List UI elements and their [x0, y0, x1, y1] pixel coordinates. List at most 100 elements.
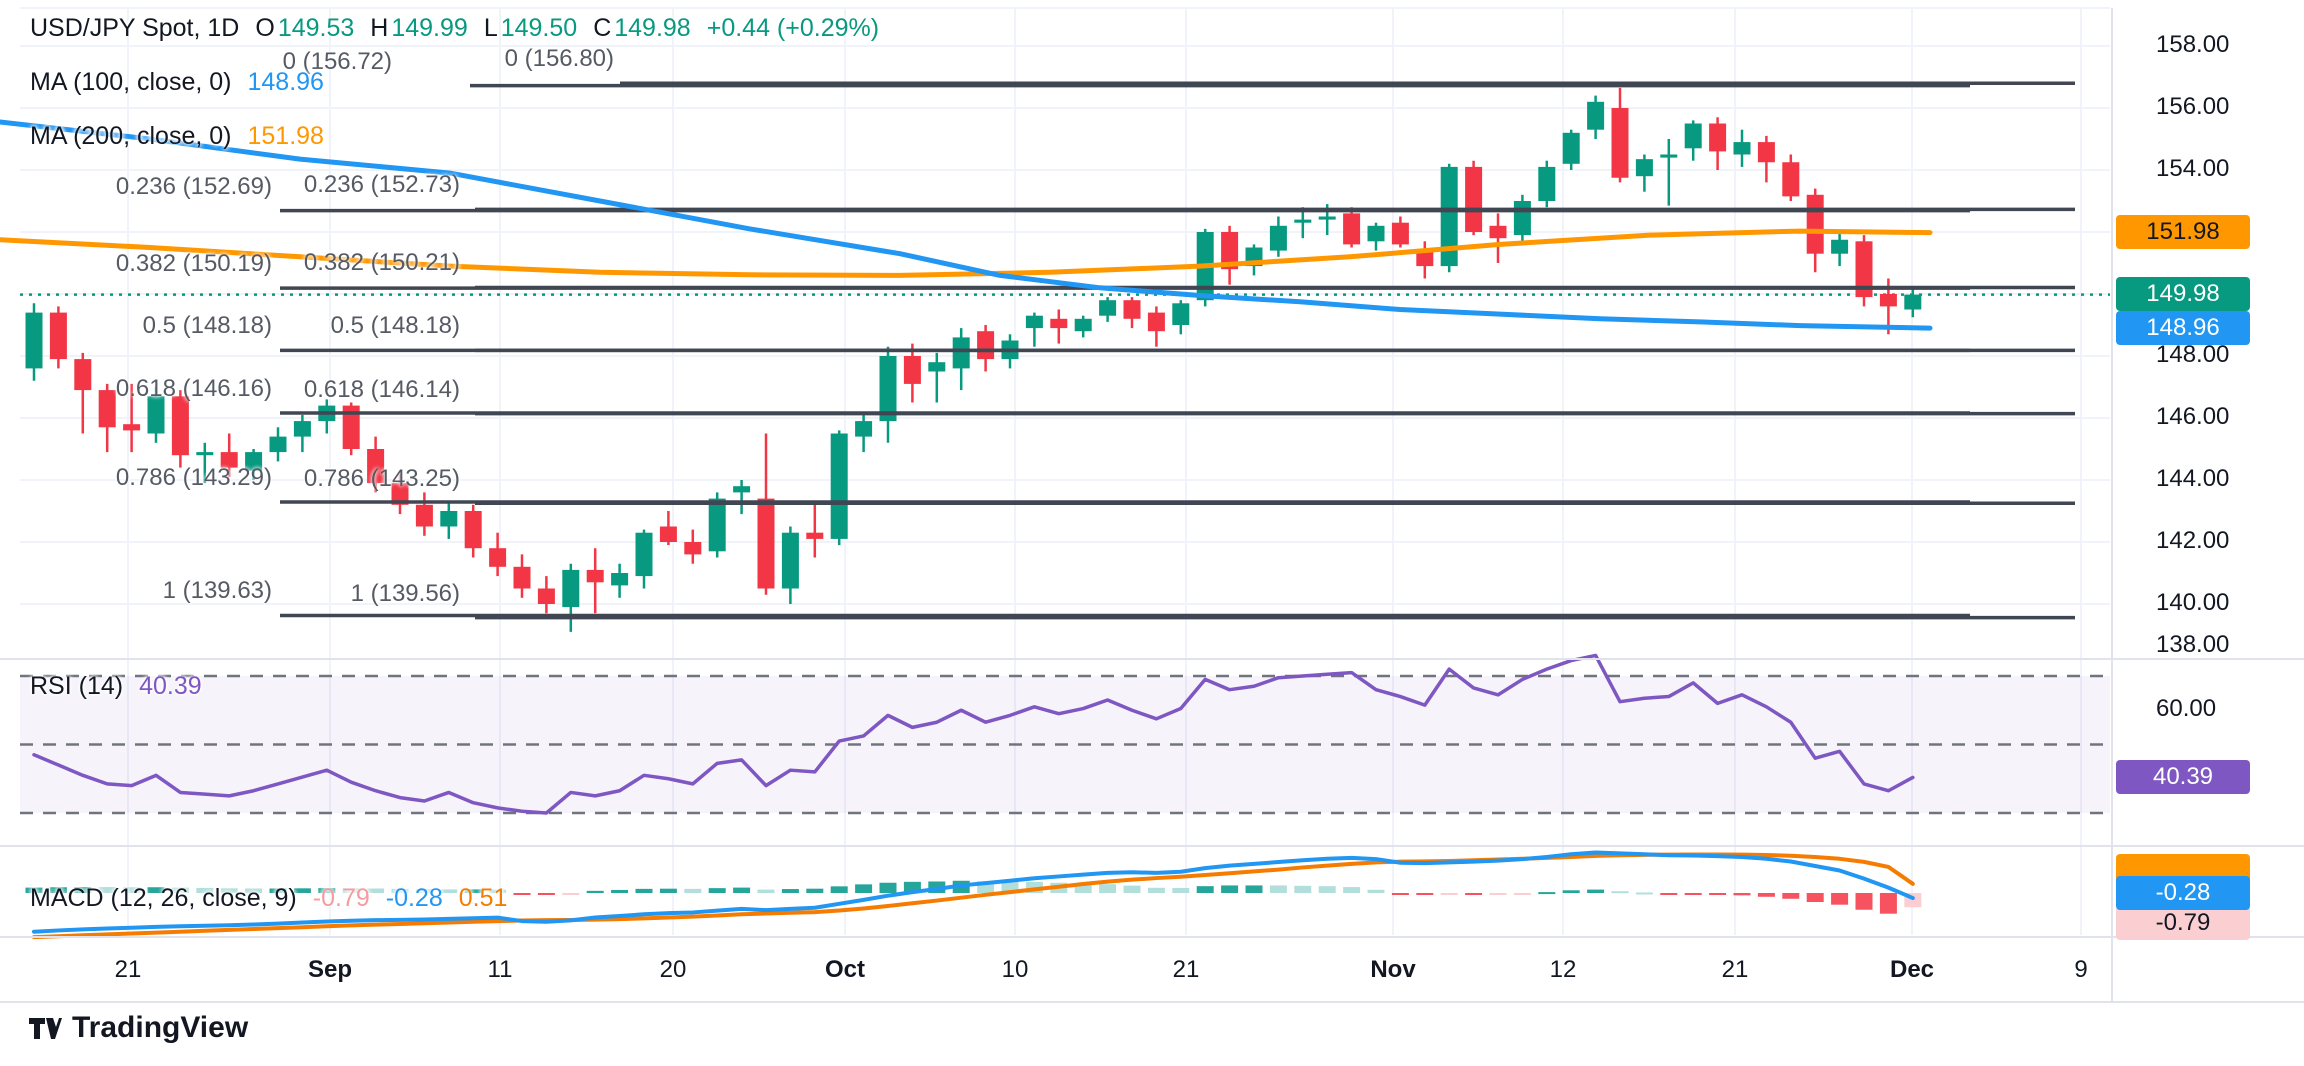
last-price-badge: 149.98 — [2116, 277, 2250, 311]
candle-down — [1050, 318, 1068, 329]
macd-histogram-bar — [293, 888, 311, 893]
macd-histogram-bar — [1391, 893, 1409, 895]
candle-down — [489, 548, 507, 567]
rsi-value-badge: 40.39 — [2116, 760, 2250, 794]
candle-up — [733, 486, 751, 493]
rsi-legend[interactable]: RSI (14) 40.39 — [30, 672, 202, 700]
time-axis-tick[interactable]: 21 — [1172, 956, 1200, 983]
candle-down — [1221, 232, 1239, 270]
macd-histogram-bar — [1245, 885, 1263, 893]
price-scale-tick[interactable]: 144.00 — [2156, 465, 2230, 492]
fib-level-label: 0.236 (152.69) — [115, 172, 272, 200]
candle-down — [684, 542, 702, 555]
price-scale-tick[interactable]: 142.00 — [2156, 527, 2230, 554]
candle-down — [903, 356, 921, 384]
price-scale-tick[interactable]: 156.00 — [2156, 93, 2230, 120]
candle-up — [245, 452, 263, 471]
macd-histogram-bar — [440, 889, 458, 893]
macd-histogram-bar — [879, 882, 897, 893]
macd-histogram-bar — [1831, 893, 1849, 905]
time-axis-tick[interactable]: Nov — [1370, 956, 1416, 983]
macd-histogram-bar — [1367, 889, 1385, 893]
ohlc-open: O 149.53 — [255, 14, 355, 42]
candle-down — [1782, 162, 1800, 197]
macd-histogram-bar — [1684, 893, 1702, 895]
macd-histogram-bar — [1001, 881, 1019, 893]
candle-up — [269, 436, 287, 453]
fib-level-label: 0.786 (143.29) — [115, 464, 272, 491]
candle-down — [513, 566, 531, 589]
tradingview-brand[interactable]: TradingView — [26, 1010, 248, 1046]
time-axis-tick[interactable]: 12 — [1549, 956, 1577, 983]
price-scale-tick[interactable]: 140.00 — [2156, 589, 2230, 616]
time-axis-tick[interactable]: 21 — [114, 956, 142, 983]
fib-level-label: 0.382 (150.19) — [115, 250, 272, 278]
time-axis-tick[interactable]: Dec — [1889, 956, 1935, 983]
candle-down — [415, 504, 433, 527]
symbol-title[interactable]: USD/JPY Spot, 1D — [30, 14, 240, 42]
time-axis-tick[interactable]: Oct — [824, 956, 866, 983]
macd-hist-value: -0.79 — [312, 884, 370, 912]
macd-histogram-bar — [1513, 893, 1531, 895]
symbol-legend[interactable]: USD/JPY Spot, 1D O 149.53 H 149.99 L 149… — [30, 14, 879, 43]
macd-signal-value: 0.51 — [458, 884, 508, 912]
ma100-legend[interactable]: MA (100, close, 0) 148.96 — [30, 68, 324, 96]
macd-histogram-bar — [74, 887, 92, 893]
candle-down — [806, 532, 824, 539]
price-scale-tick[interactable]: 138.00 — [2156, 631, 2230, 658]
candle-down — [171, 396, 189, 456]
ma200-legend[interactable]: MA (200, close, 0) 151.98 — [30, 122, 324, 150]
macd-histogram-bar — [708, 888, 726, 893]
candle-up — [1025, 315, 1043, 329]
candle-down — [1147, 312, 1165, 332]
candle-up — [1562, 132, 1580, 164]
price-scale-tick[interactable]: 148.00 — [2156, 341, 2230, 368]
candle-up — [1587, 101, 1605, 130]
macd-histogram-bar — [1147, 887, 1165, 893]
macd-histogram-bar — [391, 888, 409, 893]
time-axis-tick[interactable]: 21 — [1721, 956, 1749, 983]
macd-histogram-bar — [1879, 893, 1897, 914]
fib-level-label: 0.618 (146.14) — [303, 375, 460, 403]
rsi-scale-tick[interactable]: 60.00 — [2156, 695, 2217, 722]
candle-up — [196, 452, 214, 456]
candle-up — [1440, 166, 1458, 267]
time-axis-tick[interactable]: 9 — [2074, 956, 2088, 983]
macd-hist-badge: -0.79 — [2116, 906, 2250, 940]
ma200-line — [0, 228, 1933, 278]
fib-level-label: 0.618 (146.16) — [115, 375, 272, 403]
candle-down — [1611, 108, 1629, 178]
candle-up — [708, 498, 726, 552]
macd-histogram-bar — [147, 887, 165, 893]
macd-histogram-bar — [562, 893, 580, 895]
candle-up — [1538, 166, 1556, 201]
time-axis-tick[interactable]: Sep — [307, 956, 353, 983]
fib-level-label: 0.5 (148.18) — [142, 312, 272, 340]
macd-histogram-bar — [1635, 892, 1653, 895]
rsi-line — [32, 653, 1915, 815]
macd-histogram-bar — [513, 893, 531, 895]
candle-up — [440, 511, 458, 527]
candle-up — [1635, 159, 1653, 177]
candle-up — [147, 396, 165, 434]
time-axis-tick[interactable]: 20 — [659, 956, 687, 983]
macd-histogram-bar — [1855, 893, 1873, 910]
macd-legend[interactable]: MACD (12, 26, close, 9) -0.79 -0.28 0.51 — [30, 884, 508, 912]
macd-line-badge: -0.28 — [2116, 876, 2250, 910]
macd-histogram-bar — [1343, 887, 1361, 893]
time-axis-tick[interactable]: 10 — [1001, 956, 1029, 983]
macd-histogram-bar — [220, 888, 238, 893]
price-scale-tick[interactable]: 146.00 — [2156, 403, 2230, 430]
price-scale-tick[interactable]: 154.00 — [2156, 155, 2230, 182]
price-scale-tick[interactable]: 158.00 — [2156, 31, 2230, 58]
candle-up — [1269, 225, 1287, 251]
ma200-price-badge: 151.98 — [2116, 215, 2250, 249]
macd-histogram-bar — [733, 887, 751, 893]
fib-level-label: 0 (156.72) — [282, 47, 392, 75]
macd-histogram-bar — [415, 889, 433, 893]
time-axis-tick[interactable]: 11 — [487, 956, 513, 983]
macd-histogram-bar — [98, 887, 116, 893]
candle-up — [781, 532, 799, 589]
candle-down — [464, 511, 482, 549]
